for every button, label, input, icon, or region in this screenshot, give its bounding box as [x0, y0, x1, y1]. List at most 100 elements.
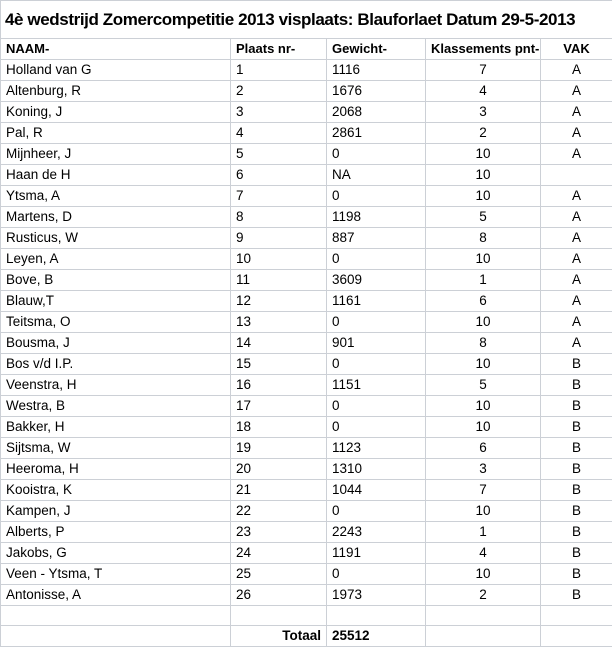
cell-naam[interactable]: Kooistra, K	[0, 479, 231, 501]
cell-naam[interactable]: Haan de H	[0, 164, 231, 186]
cell-plaats[interactable]: 17	[230, 395, 327, 417]
cell-gewicht[interactable]: 0	[326, 563, 426, 585]
cell-pnt[interactable]: 2	[425, 122, 541, 144]
cell-pnt[interactable]: 10	[425, 416, 541, 438]
cell-vak[interactable]: B	[539, 353, 612, 375]
cell-plaats[interactable]: 7	[230, 185, 327, 207]
cell-plaats[interactable]: 20	[230, 458, 327, 480]
cell-gewicht[interactable]: 1044	[326, 479, 426, 501]
column-header-naam[interactable]: NAAM-	[0, 38, 231, 60]
cell-pnt[interactable]: 8	[425, 332, 541, 354]
cell-vak[interactable]: A	[539, 80, 612, 102]
cell-naam[interactable]: Veen - Ytsma, T	[0, 563, 231, 585]
cell-vak[interactable]: A	[539, 311, 612, 333]
cell-naam[interactable]: Bos v/d I.P.	[0, 353, 231, 375]
cell-naam[interactable]: Ytsma, A	[0, 185, 231, 207]
cell-pnt[interactable]: 10	[425, 353, 541, 375]
cell-naam[interactable]: Bousma, J	[0, 332, 231, 354]
cell-naam[interactable]: Bakker, H	[0, 416, 231, 438]
cell-gewicht[interactable]: 0	[326, 353, 426, 375]
cell-naam[interactable]: Jakobs, G	[0, 542, 231, 564]
cell-vak[interactable]: B	[539, 416, 612, 438]
cell-naam[interactable]: Mijnheer, J	[0, 143, 231, 165]
cell-plaats[interactable]: 26	[230, 584, 327, 606]
cell-gewicht[interactable]: 0	[326, 311, 426, 333]
cell-naam[interactable]: Heeroma, H	[0, 458, 231, 480]
total-value[interactable]: 25512	[326, 625, 426, 647]
cell-plaats[interactable]: 4	[230, 122, 327, 144]
cell-gewicht[interactable]: 887	[326, 227, 426, 249]
cell-pnt[interactable]: 4	[425, 542, 541, 564]
cell-vak[interactable]: A	[539, 185, 612, 207]
cell-naam[interactable]: Teitsma, O	[0, 311, 231, 333]
cell-gewicht[interactable]: 0	[326, 185, 426, 207]
cell-naam[interactable]: Alberts, P	[0, 521, 231, 543]
cell-vak[interactable]: B	[539, 458, 612, 480]
cell-gewicht[interactable]: 2068	[326, 101, 426, 123]
cell-vak[interactable]: A	[539, 206, 612, 228]
cell-naam[interactable]: Altenburg, R	[0, 80, 231, 102]
cell-pnt[interactable]: 10	[425, 185, 541, 207]
cell-gewicht[interactable]: 901	[326, 332, 426, 354]
cell-pnt[interactable]: 10	[425, 311, 541, 333]
cell-naam[interactable]: Veenstra, H	[0, 374, 231, 396]
cell-naam[interactable]: Westra, B	[0, 395, 231, 417]
cell-gewicht[interactable]: 1116	[326, 59, 426, 81]
cell-pnt[interactable]: 5	[425, 374, 541, 396]
cell-plaats[interactable]: 18	[230, 416, 327, 438]
cell-naam[interactable]: Antonisse, A	[0, 584, 231, 606]
cell-naam[interactable]: Blauw,T	[0, 290, 231, 312]
cell-vak[interactable]: A	[539, 332, 612, 354]
cell-plaats[interactable]: 5	[230, 143, 327, 165]
cell-naam[interactable]: Leyen, A	[0, 248, 231, 270]
cell-gewicht[interactable]: 1973	[326, 584, 426, 606]
cell-vak[interactable]: A	[539, 269, 612, 291]
cell-plaats[interactable]: 22	[230, 500, 327, 522]
cell-plaats[interactable]: 2	[230, 80, 327, 102]
cell-plaats[interactable]: 9	[230, 227, 327, 249]
cell-vak[interactable]: A	[539, 227, 612, 249]
cell-naam[interactable]: Kampen, J	[0, 500, 231, 522]
cell-naam[interactable]: Pal, R	[0, 122, 231, 144]
cell-plaats[interactable]: 12	[230, 290, 327, 312]
cell-gewicht[interactable]: 0	[326, 143, 426, 165]
column-header-vak[interactable]: VAK	[539, 38, 612, 60]
cell-gewicht[interactable]: 1191	[326, 542, 426, 564]
cell-vak[interactable]: B	[539, 584, 612, 606]
cell-plaats[interactable]: 8	[230, 206, 327, 228]
cell-pnt[interactable]: 6	[425, 437, 541, 459]
cell-vak[interactable]: A	[539, 122, 612, 144]
cell-pnt[interactable]: 3	[425, 101, 541, 123]
cell-vak[interactable]: B	[539, 374, 612, 396]
cell-naam[interactable]: Bove, B	[0, 269, 231, 291]
cell-vak[interactable]: B	[539, 500, 612, 522]
cell-pnt[interactable]: 10	[425, 143, 541, 165]
cell-gewicht[interactable]: 3609	[326, 269, 426, 291]
cell-vak[interactable]: B	[539, 563, 612, 585]
cell-plaats[interactable]: 13	[230, 311, 327, 333]
cell-pnt[interactable]: 7	[425, 479, 541, 501]
cell-pnt[interactable]: 10	[425, 563, 541, 585]
cell-plaats[interactable]: 21	[230, 479, 327, 501]
cell-plaats[interactable]: 16	[230, 374, 327, 396]
cell-pnt[interactable]: 10	[425, 164, 541, 186]
cell-vak[interactable]: A	[539, 248, 612, 270]
cell-plaats[interactable]: 11	[230, 269, 327, 291]
cell-gewicht[interactable]: 0	[326, 500, 426, 522]
cell-vak[interactable]	[539, 164, 612, 186]
cell-vak[interactable]: B	[539, 479, 612, 501]
cell-pnt[interactable]: 10	[425, 248, 541, 270]
cell-gewicht[interactable]: 0	[326, 416, 426, 438]
cell-vak[interactable]: B	[539, 437, 612, 459]
cell-gewicht[interactable]: NA	[326, 164, 426, 186]
cell-gewicht[interactable]: 1198	[326, 206, 426, 228]
cell-vak[interactable]: B	[539, 542, 612, 564]
cell-gewicht[interactable]: 1676	[326, 80, 426, 102]
cell-plaats[interactable]: 15	[230, 353, 327, 375]
column-header-gewicht[interactable]: Gewicht-	[326, 38, 426, 60]
cell-pnt[interactable]: 10	[425, 395, 541, 417]
cell-plaats[interactable]: 14	[230, 332, 327, 354]
cell-plaats[interactable]: 25	[230, 563, 327, 585]
cell-pnt[interactable]: 10	[425, 500, 541, 522]
empty-cell[interactable]	[0, 625, 231, 647]
